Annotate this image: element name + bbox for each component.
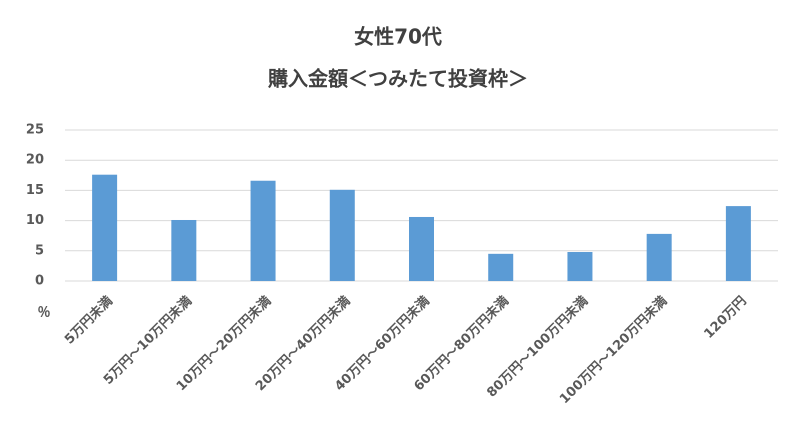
y-tick-label: 5 xyxy=(35,243,44,258)
bar xyxy=(725,206,751,281)
y-tick-label: 10 xyxy=(26,213,44,228)
y-tick-label: 15 xyxy=(26,183,44,198)
bar xyxy=(567,252,593,281)
chart-title: 女性70代 xyxy=(354,25,442,49)
chart-subtitle: 購入金額＜つみたて投資枠＞ xyxy=(268,67,528,91)
y-tick-label: 0 xyxy=(35,274,44,289)
y-tick-label: 20 xyxy=(26,153,44,168)
bar xyxy=(488,253,514,281)
bar xyxy=(250,180,276,281)
y-axis-label: ％ xyxy=(37,306,50,321)
bar xyxy=(92,174,118,281)
bar xyxy=(329,189,355,281)
y-tick-label: 25 xyxy=(26,123,44,138)
bar xyxy=(409,216,434,281)
bar xyxy=(171,219,197,281)
bar xyxy=(646,233,672,281)
